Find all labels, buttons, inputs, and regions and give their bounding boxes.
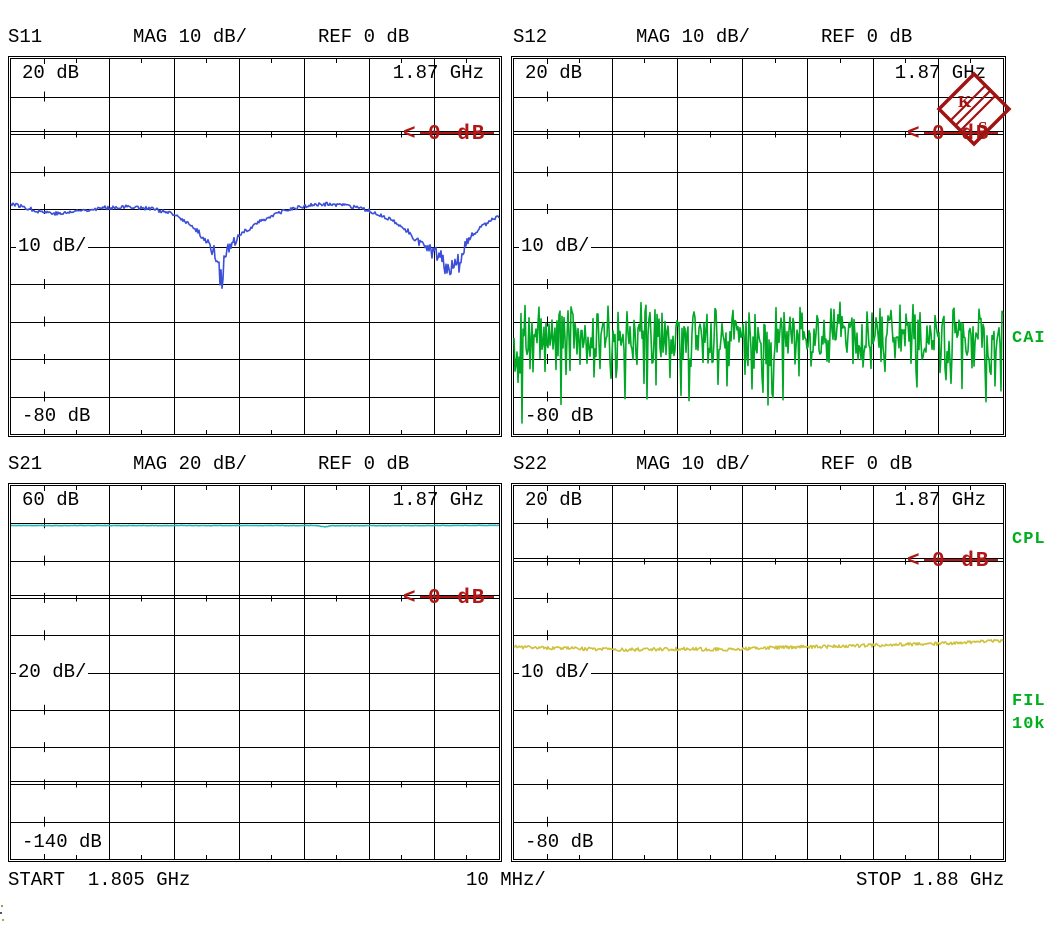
s-parameter-label: S12 (513, 26, 548, 48)
diagram-area-s21: 60 dB 20 dB/ -140 dB 1.87 GHz < 0 dB (8, 483, 502, 862)
top-scale-value: 20 dB (525, 489, 583, 511)
grid-and-trace-canvas-s22 (511, 483, 1006, 862)
marker-frequency: 1.87 GHz (392, 489, 484, 511)
diagram-area-s22: 20 dB 10 dB/ -80 dB 1.87 GHz < 0 dB (511, 483, 1006, 862)
marker-frequency: 1.87 GHz (392, 62, 484, 84)
panel-s11: S11 MAG 10 dB/ REF 0 dB 20 dB 10 dB/ -80… (8, 28, 502, 437)
ref-value: 0 dB (428, 587, 487, 610)
ref-arrow-icon: < (907, 123, 920, 146)
per-division-value: 10 dB/ (519, 661, 592, 683)
s-parameter-label: S11 (8, 26, 43, 48)
reference-line (924, 559, 998, 561)
reference-level-marker: < 0 dB (907, 550, 1002, 572)
ref-arrow-icon: < (907, 550, 920, 573)
bottom-scale-value: -80 dB (22, 405, 91, 427)
mag-scale-label: MAG 10 dB/ (636, 453, 751, 475)
ref-arrow-icon: < (403, 587, 416, 610)
top-scale-value: 20 dB (22, 62, 80, 84)
status-coupled-channels: CPL (1012, 530, 1046, 549)
reference-level-marker: < 0 dB (403, 587, 498, 609)
s-parameter-label: S22 (513, 453, 548, 475)
rs-logo-diamond (936, 71, 1012, 147)
per-division-value: 10 dB/ (16, 235, 89, 257)
reference-level-marker: < 0 dB (403, 123, 498, 145)
rs-logo-icon: K S (936, 71, 1012, 147)
s-parameter-label: S21 (8, 453, 43, 475)
rs-logo-letter-s: S (978, 118, 987, 137)
panel-s12: S12 MAG 10 dB/ REF 0 dB 20 dB 10 dB/ -80… (511, 28, 1006, 437)
grid-and-trace-canvas-s21 (8, 483, 502, 862)
status-if-bandwidth: 10k (1012, 715, 1046, 734)
diagram-area-s11: 20 dB 10 dB/ -80 dB 1.87 GHz < 0 dB (8, 56, 502, 437)
ref-arrow-icon: < (403, 123, 416, 146)
bottom-scale-value: -80 dB (525, 831, 594, 853)
bottom-scale-value: -140 dB (22, 831, 102, 853)
top-scale-value: 60 dB (22, 489, 80, 511)
reference-line (420, 132, 494, 134)
panel-s21: S21 MAG 20 dB/ REF 0 dB 60 dB 20 dB/ -14… (8, 455, 502, 862)
sweep-per-div-label: 10 MHz/ (466, 869, 546, 891)
rs-logo-stripes (947, 82, 999, 134)
panel-s22: S22 MAG 10 dB/ REF 0 dB 20 dB 10 dB/ -80… (511, 455, 1006, 862)
ref-level-label: REF 0 dB (821, 453, 913, 475)
ref-level-label: REF 0 dB (821, 26, 913, 48)
reference-line (420, 596, 494, 598)
status-cal-interpolated: CAI (1012, 329, 1046, 348)
top-scale-value: 20 dB (525, 62, 583, 84)
per-division-value: 20 dB/ (16, 661, 89, 683)
rs-logo-letter-k: K (958, 92, 972, 111)
marker-frequency: 1.87 GHz (894, 489, 986, 511)
diagram-area-s12: 20 dB 10 dB/ -80 dB 1.87 GHz < 0 dB (511, 56, 1006, 437)
mag-scale-label: MAG 10 dB/ (636, 26, 751, 48)
ref-level-label: REF 0 dB (318, 453, 410, 475)
grid-and-trace-canvas-s11 (8, 56, 502, 437)
mag-scale-label: MAG 20 dB/ (133, 453, 248, 475)
sweep-start-label: START 1.805 GHz (8, 869, 191, 891)
per-division-value: 10 dB/ (519, 235, 592, 257)
ref-value: 0 dB (932, 550, 991, 573)
bottom-scale-value: -80 dB (525, 405, 594, 427)
ref-value: 0 dB (428, 123, 487, 146)
ref-level-label: REF 0 dB (318, 26, 410, 48)
status-filter: FIL (1012, 692, 1046, 711)
sweep-stop-label: STOP 1.88 GHz (856, 869, 1005, 891)
mag-scale-label: MAG 10 dB/ (133, 26, 248, 48)
grid-and-trace-canvas-s12 (511, 56, 1006, 437)
